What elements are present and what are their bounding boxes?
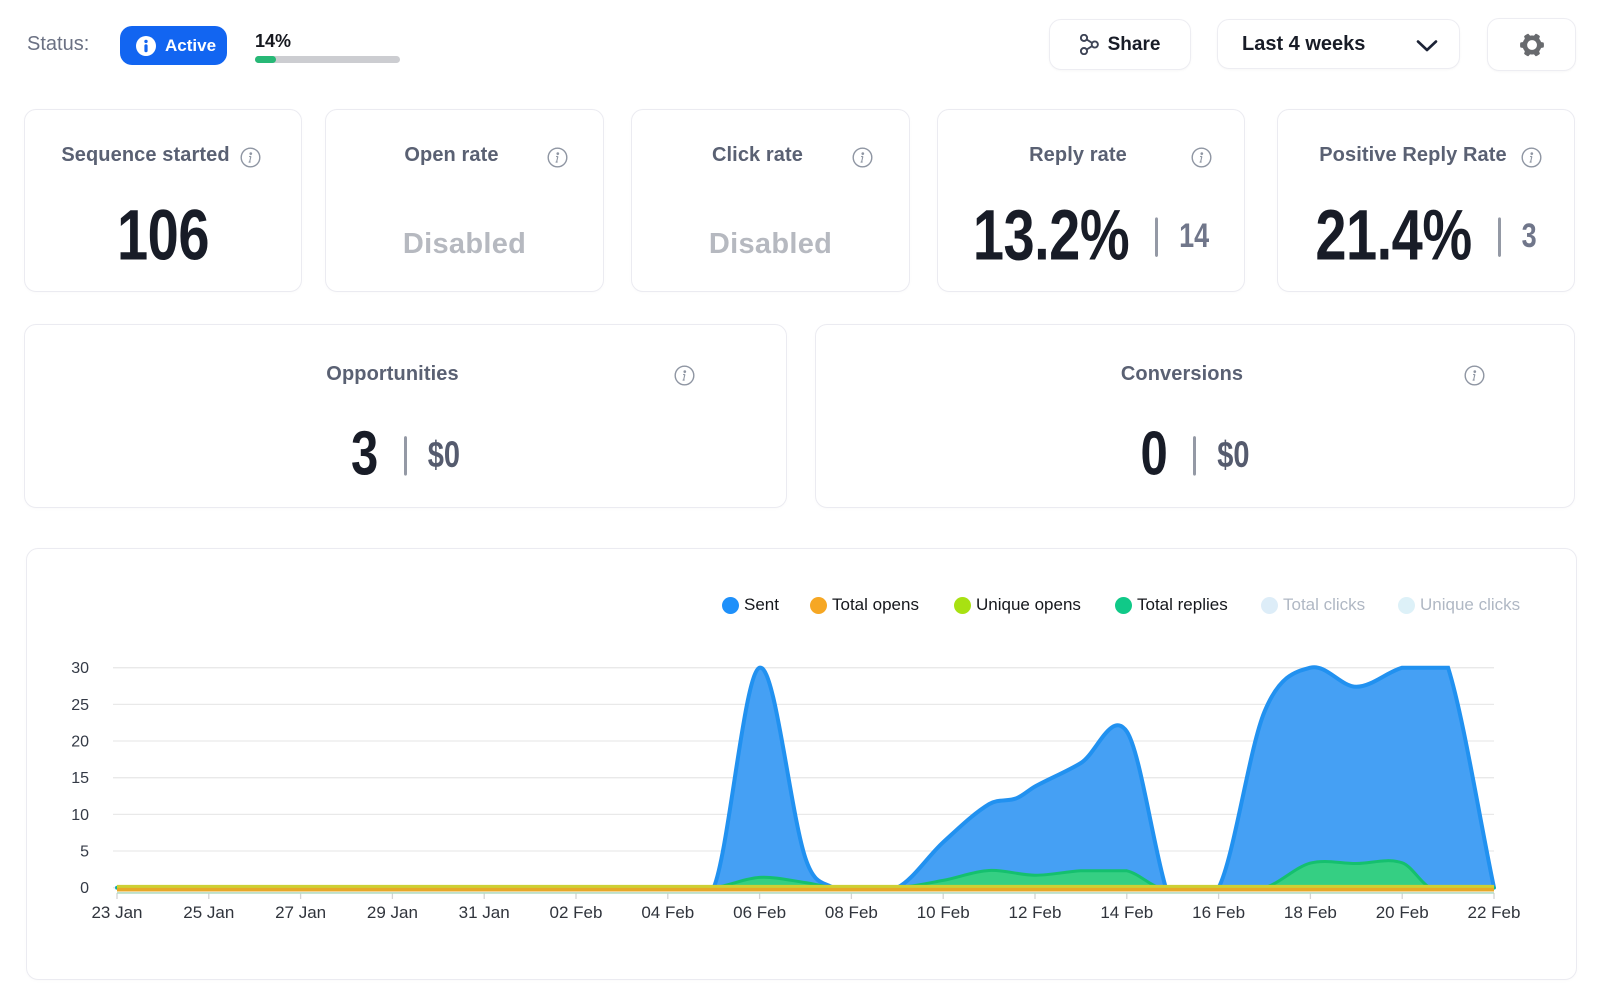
svg-text:27 Jan: 27 Jan bbox=[275, 903, 326, 922]
svg-text:25 Jan: 25 Jan bbox=[183, 903, 234, 922]
svg-text:18 Feb: 18 Feb bbox=[1284, 903, 1337, 922]
svg-text:06 Feb: 06 Feb bbox=[733, 903, 786, 922]
svg-text:31 Jan: 31 Jan bbox=[459, 903, 510, 922]
svg-text:0: 0 bbox=[80, 880, 89, 897]
svg-text:20 Feb: 20 Feb bbox=[1376, 903, 1429, 922]
svg-text:5: 5 bbox=[80, 844, 89, 861]
svg-text:29 Jan: 29 Jan bbox=[367, 903, 418, 922]
svg-text:08 Feb: 08 Feb bbox=[825, 903, 878, 922]
svg-text:10: 10 bbox=[71, 807, 89, 824]
svg-text:30: 30 bbox=[71, 660, 89, 677]
svg-text:02 Feb: 02 Feb bbox=[550, 903, 603, 922]
svg-text:10 Feb: 10 Feb bbox=[917, 903, 970, 922]
svg-text:25: 25 bbox=[71, 697, 89, 714]
svg-text:04 Feb: 04 Feb bbox=[641, 903, 694, 922]
svg-text:23 Jan: 23 Jan bbox=[91, 903, 142, 922]
svg-text:16 Feb: 16 Feb bbox=[1192, 903, 1245, 922]
svg-text:14 Feb: 14 Feb bbox=[1100, 903, 1153, 922]
svg-text:20: 20 bbox=[71, 734, 89, 751]
svg-text:12 Feb: 12 Feb bbox=[1009, 903, 1062, 922]
svg-text:22 Feb: 22 Feb bbox=[1468, 903, 1521, 922]
svg-text:15: 15 bbox=[71, 770, 89, 787]
